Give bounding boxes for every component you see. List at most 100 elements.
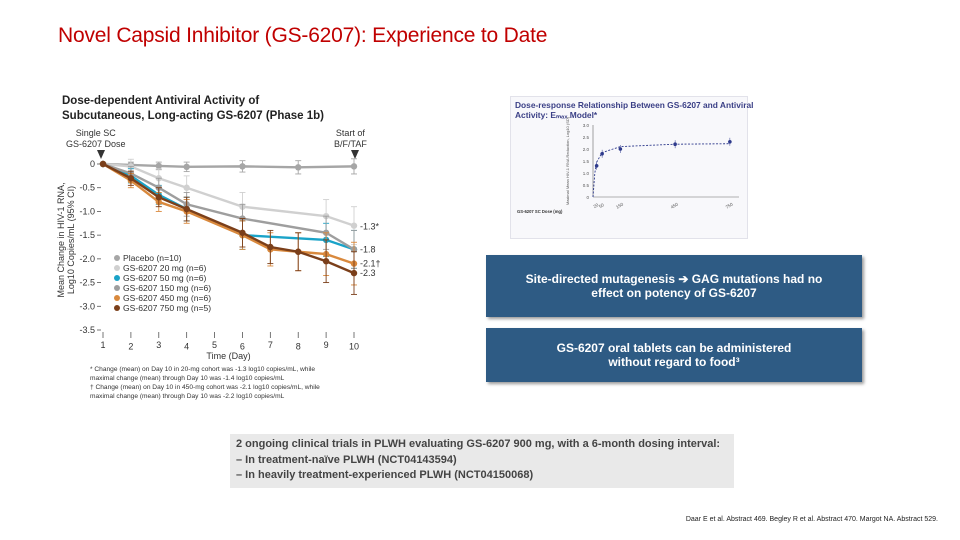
emax-chart: 3.0 2.5 2.0 1.5 1.0 0.5 0 Maximal Mean HIV-1 RN… [517, 116, 739, 214]
data-point [155, 162, 162, 170]
legend-swatch [114, 275, 120, 281]
inset-data-point [728, 140, 732, 144]
data-point [155, 194, 162, 201]
legend-label: GS-6207 450 mg (n=6) [123, 293, 212, 303]
y-tick-label: -1.5 [79, 230, 95, 240]
footnote-4: maximal change (mean) through Day 10 was… [90, 393, 285, 400]
inset-x-tick-label: 150 [615, 201, 624, 209]
inset-x-tick-label: 20 [592, 202, 599, 209]
series-line [102, 162, 355, 169]
legend-label: GS-6207 20 mg (n=6) [123, 263, 207, 273]
legend-swatch [114, 295, 120, 301]
mutagenesis-line-2: effect on potency of GS-6207 [591, 286, 757, 300]
y-tick-label: -1.0 [79, 206, 95, 216]
end-value-label: -2.1† [360, 259, 381, 269]
x-tick-label: 8 [296, 342, 301, 352]
x-tick-label: 3 [156, 340, 161, 350]
mutagenesis-line-1: Site-directed mutagenesis ➔ GAG mutation… [525, 272, 823, 286]
inset-y-axis-label: Maximal Mean HIV-1 RNA Reduction, Log10 … [565, 116, 570, 205]
footnote-2: maximal change (mean) through Day 10 was… [90, 375, 285, 382]
x-tick-label: 2 [128, 342, 133, 352]
legend-swatch [114, 285, 120, 291]
data-point [183, 184, 190, 191]
oral-tablets-line-2: without regard to food³ [608, 355, 740, 369]
legend-item: Placebo (n=10) [114, 253, 211, 263]
data-point [99, 160, 107, 168]
inset-y-tick-label: 1.0 [583, 171, 590, 176]
dose-annotation-line-1: Single SC [75, 128, 116, 138]
inset-x-tick-label: 450 [670, 201, 679, 209]
inset-y-tick-label: 3.0 [583, 123, 590, 128]
data-point [239, 229, 246, 236]
inset-data-point [673, 142, 677, 146]
x-tick-label: 10 [349, 342, 359, 352]
chart-subtitle: Dose-dependent Antiviral Activity of Sub… [62, 94, 324, 124]
data-point [127, 175, 135, 182]
data-point [239, 163, 246, 170]
x-tick-label: 6 [240, 342, 245, 352]
emax-inset-figure: Dose-response Relationship Between GS-62… [510, 96, 753, 239]
data-point [267, 243, 274, 251]
x-tick-label: 7 [268, 340, 273, 350]
bftaf-annotation: Start of B/F/TAF [334, 128, 367, 150]
dose-arrow-icon [97, 150, 105, 159]
legend-label: GS-6207 750 mg (n=5) [123, 303, 212, 313]
data-point [350, 222, 358, 229]
inset-x-axis-label: GS-6207 SC Dose (mg) [517, 209, 563, 214]
x-tick-label: 5 [212, 340, 217, 350]
bftaf-annotation-line-1: Start of [335, 128, 365, 138]
dose-annotation-line-2: GS-6207 Dose [66, 139, 126, 149]
footnotes: * Change (mean) on Day 10 in 20-mg cohor… [90, 365, 320, 401]
data-point [183, 205, 190, 213]
y-tick-label: -3.5 [79, 325, 95, 335]
bftaf-arrow-icon [351, 150, 359, 159]
y-tick-label: -2.5 [79, 278, 95, 288]
legend-label: Placebo (n=10) [123, 253, 182, 263]
series-line [102, 162, 355, 227]
slide-title: Novel Capsid Inhibitor (GS-6207): Experi… [58, 24, 548, 47]
ongoing-trials-box: 2 ongoing clinical trials in PLWH evalua… [230, 434, 734, 488]
oral-tablets-line-1: GS-6207 oral tablets can be administered [556, 341, 792, 355]
inset-y-tick-label: 1.5 [583, 159, 590, 164]
emax-curve [592, 143, 730, 198]
trials-line-3: – In heavily treatment-experienced PLWH … [236, 469, 534, 481]
end-value-label: -2.3 [360, 268, 376, 278]
series-line [102, 162, 355, 251]
inset-y-tick-label: 0 [586, 195, 589, 200]
subtitle-line-1: Dose-dependent Antiviral Activity of [62, 95, 260, 107]
subtitle-line-2: Subcutaneous, Long-acting GS-6207 (Phase… [62, 110, 324, 122]
data-point [295, 164, 302, 171]
legend-swatch [114, 305, 120, 311]
trials-line-1: 2 ongoing clinical trials in PLWH evalua… [236, 438, 721, 450]
x-tick-label: 4 [184, 342, 189, 352]
footnote-3: † Change (mean) on Day 10 in 450-mg coho… [90, 384, 320, 391]
series-line [102, 162, 355, 251]
data-point [350, 163, 358, 170]
legend-label: GS-6207 50 mg (n=6) [123, 273, 207, 283]
inset-title-line-1: Dose-response Relationship Between GS-62… [515, 100, 754, 110]
end-value-label: -1.3* [360, 222, 380, 232]
inset-data-point [600, 152, 604, 156]
end-value-label: -1.8 [360, 244, 376, 254]
inset-data-point [618, 147, 623, 151]
y-tick-label: -0.5 [79, 183, 95, 193]
legend-swatch [114, 265, 120, 271]
legend-swatch [114, 255, 120, 261]
data-point [322, 258, 330, 265]
y-tick-label: 0 [90, 159, 95, 169]
oral-tablets-callout: GS-6207 oral tablets can be administered… [486, 328, 862, 382]
x-tick-label: 9 [324, 340, 329, 350]
legend-item: GS-6207 450 mg (n=6) [114, 293, 211, 303]
data-point [350, 269, 358, 277]
legend-item: GS-6207 50 mg (n=6) [114, 273, 211, 283]
inset-y-tick-label: 2.5 [583, 135, 590, 140]
x-axis-label: Time (Day) [206, 351, 250, 361]
chart-legend: Placebo (n=10) GS-6207 20 mg (n=6) GS-6207… [114, 253, 211, 313]
references: Daar E et al. Abstract 469. Begley R et … [685, 516, 938, 523]
inset-y-tick-label: 2.0 [583, 147, 590, 152]
y-tick-label: -3.0 [79, 301, 95, 311]
legend-label: GS-6207 150 mg (n=6) [123, 283, 212, 293]
inset-title: Dose-response Relationship Between GS-62… [515, 100, 753, 120]
trials-line-2: – In treatment-naïve PLWH (NCT04143594) [236, 453, 457, 466]
